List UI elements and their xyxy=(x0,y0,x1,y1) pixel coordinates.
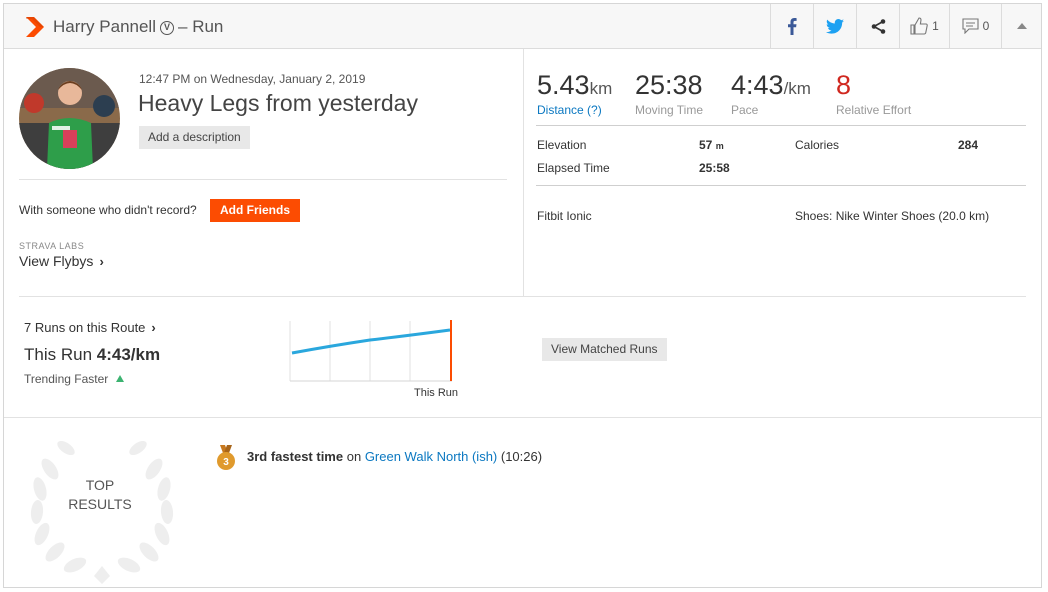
athlete-avatar[interactable] xyxy=(19,68,120,169)
comment-count: 0 xyxy=(982,19,990,33)
this-run-pace: This Run 4:43/km xyxy=(24,345,160,365)
chevron-right-icon: › xyxy=(151,320,156,335)
runs-on-route-label: 7 Runs on this Route xyxy=(24,320,146,335)
elevation-label: Elevation xyxy=(537,138,587,152)
pace-label: Pace xyxy=(731,103,759,117)
route-trend-chart: This Run xyxy=(289,320,458,399)
kudos-count: 1 xyxy=(932,19,939,33)
bronze-medal-icon: 3 xyxy=(217,445,235,470)
calories-value-group: 284 xyxy=(958,138,978,152)
athlete-name[interactable]: Harry Pannell xyxy=(53,17,156,36)
this-run-prefix: This Run xyxy=(24,345,93,364)
achievement-on: on xyxy=(346,449,362,464)
top-results-label: TOP RESULTS xyxy=(50,476,150,514)
trend-line xyxy=(291,328,451,355)
verified-icon: V xyxy=(160,21,174,35)
this-run-pace-value: 4:43/km xyxy=(96,345,161,364)
distance-stat: 5.43km Distance (?) xyxy=(537,70,612,117)
distance-unit: km xyxy=(589,79,613,98)
achievement-text: 3rd fastest time xyxy=(247,449,344,464)
distance-value: 5.43 xyxy=(537,70,590,100)
facebook-share-button[interactable] xyxy=(770,4,813,48)
comment-icon xyxy=(962,18,979,34)
view-matched-runs-button[interactable]: View Matched Runs xyxy=(542,338,667,361)
elapsed-time-value: 25:58 xyxy=(699,161,730,175)
add-friends-button[interactable]: Add Friends xyxy=(210,199,301,222)
activity-name: Heavy Legs from yesterday xyxy=(138,90,418,116)
shoes-info[interactable]: Shoes: Nike Winter Shoes (20.0 km) xyxy=(795,209,990,223)
achievement-item: 3rd fastest time on Green Walk North (is… xyxy=(247,449,542,464)
calories-label: Calories xyxy=(795,138,840,152)
elapsed-time-label: Elapsed Time xyxy=(537,161,610,175)
calories-value: 284 xyxy=(958,138,979,152)
activity-card: Harry Pannell V – Run 1 0 xyxy=(3,3,1042,588)
trending-status: Trending Faster xyxy=(24,372,125,386)
relative-effort-stat[interactable]: 8 Relative Effort xyxy=(836,70,911,117)
chevron-right-icon: › xyxy=(99,254,104,269)
stats-divider xyxy=(536,125,1026,126)
sport-type: Run xyxy=(192,17,224,36)
strava-labs-label: STRAVA LABS xyxy=(19,241,85,251)
collapse-button[interactable] xyxy=(1001,4,1041,48)
device-name: Fitbit Ionic xyxy=(537,209,592,223)
elapsed-time-value-group: 25:58 xyxy=(699,161,730,175)
caret-up-icon xyxy=(1016,23,1027,29)
twitter-icon xyxy=(826,18,844,34)
runs-on-route-link[interactable]: 7 Runs on this Route › xyxy=(24,320,156,335)
activity-title: Harry Pannell V – Run xyxy=(53,17,223,37)
divider xyxy=(19,179,507,180)
twitter-share-button[interactable] xyxy=(813,4,856,48)
divider-results xyxy=(4,417,1041,418)
with-someone-text: With someone who didn't record? xyxy=(19,203,197,217)
distance-info-link[interactable]: Distance (?) xyxy=(537,103,602,117)
elevation-value-group: 57 m xyxy=(699,138,724,152)
activity-header: Harry Pannell V – Run 1 0 xyxy=(4,4,1041,49)
comment-button[interactable]: 0 xyxy=(949,4,1001,48)
laurel-wreath-icon xyxy=(30,440,174,584)
title-separator: – xyxy=(178,17,188,36)
view-flybys-label: View Flybys xyxy=(19,253,94,269)
section-divider xyxy=(523,49,524,296)
top-results-line2: RESULTS xyxy=(68,496,132,512)
view-flybys-link[interactable]: View Flybys › xyxy=(19,253,104,269)
moving-time-label: Moving Time xyxy=(635,103,704,117)
activity-datetime: 12:47 PM on Wednesday, January 2, 2019 xyxy=(139,72,366,86)
strava-chevron-icon xyxy=(26,17,44,37)
trend-up-icon xyxy=(116,375,125,382)
top-results-line1: TOP xyxy=(85,477,115,493)
add-description-button[interactable]: Add a description xyxy=(139,126,250,149)
elevation-unit: m xyxy=(715,141,724,151)
trending-label: Trending Faster xyxy=(24,372,109,386)
relative-effort-label: Relative Effort xyxy=(836,103,912,117)
medal-rank: 3 xyxy=(223,457,229,468)
moving-time-stat: 25:38 Moving Time xyxy=(635,70,703,117)
thumbs-up-icon xyxy=(910,17,928,35)
elevation-value: 57 xyxy=(699,138,713,152)
pace-unit: /km xyxy=(783,79,811,98)
stats-divider-2 xyxy=(536,185,1026,186)
segment-time: (10:26) xyxy=(500,449,543,464)
avatar-photo xyxy=(19,68,120,169)
moving-time-value: 25:38 xyxy=(635,70,703,100)
divider-route xyxy=(19,296,1026,297)
facebook-icon xyxy=(788,17,797,35)
this-run-chart-label: This Run xyxy=(414,387,458,399)
share-button[interactable] xyxy=(856,4,899,48)
segment-link[interactable]: Green Walk North (ish) xyxy=(364,449,498,464)
share-icon xyxy=(871,18,885,34)
pace-stat: 4:43/km Pace xyxy=(731,70,811,117)
relative-effort-value: 8 xyxy=(836,70,852,100)
kudos-button[interactable]: 1 xyxy=(899,4,949,48)
pace-value: 4:43 xyxy=(731,70,784,100)
